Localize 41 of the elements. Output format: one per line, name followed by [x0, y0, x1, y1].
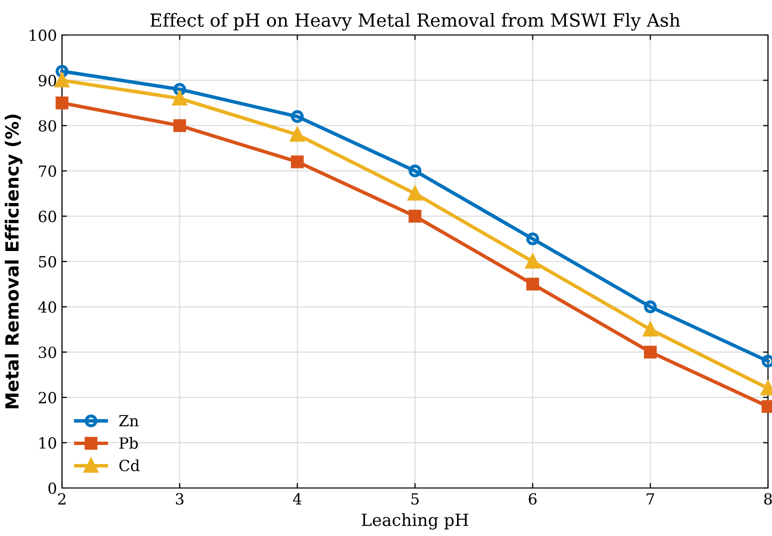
legend-label: Zn — [119, 415, 139, 426]
y-axis-title: Metal Removal Efficiency (%) — [4, 114, 22, 408]
x-tick-label: 4 — [292, 493, 302, 504]
y-tick-label: 30 — [38, 346, 56, 358]
x-tick-label: 7 — [646, 493, 654, 504]
point — [173, 119, 186, 132]
point — [56, 96, 68, 110]
x-tick-label: 8 — [764, 493, 772, 505]
y-tick-label: 50 — [38, 256, 56, 268]
x-tick-label: 5 — [411, 493, 419, 505]
point — [290, 155, 304, 168]
y-tick-label: 100 — [30, 29, 56, 42]
point — [526, 254, 540, 269]
x-axis-title: Leaching pH — [362, 513, 468, 530]
point — [643, 322, 658, 337]
point — [644, 300, 657, 314]
x-tick-label: 3 — [176, 493, 184, 505]
point — [526, 278, 540, 291]
point — [526, 232, 540, 246]
y-tick-label: 40 — [38, 301, 56, 313]
chart-title: Effect of pH on Heavy Metal Removal from MSWI Fly Ash — [150, 12, 680, 31]
point — [408, 210, 422, 223]
x-tick-label: 2 — [58, 493, 66, 504]
y-tick-label: 80 — [38, 120, 56, 132]
y-tick-label: 70 — [38, 165, 56, 177]
y-tick-label: 20 — [38, 392, 56, 404]
point — [290, 110, 304, 123]
point — [644, 346, 657, 358]
y-tick-label: 60 — [38, 210, 56, 222]
point — [172, 91, 187, 106]
point — [56, 64, 68, 78]
legend-label: Pb — [119, 437, 138, 449]
x-tick-label: 6 — [528, 493, 537, 505]
y-tick-label: 0 — [48, 482, 56, 494]
point — [173, 82, 186, 96]
y-tick-label: 10 — [40, 437, 56, 449]
point — [290, 128, 304, 142]
point — [408, 164, 422, 178]
y-tick-label: 90 — [38, 74, 56, 86]
point — [408, 186, 422, 201]
legend-label: Cd — [119, 459, 140, 472]
